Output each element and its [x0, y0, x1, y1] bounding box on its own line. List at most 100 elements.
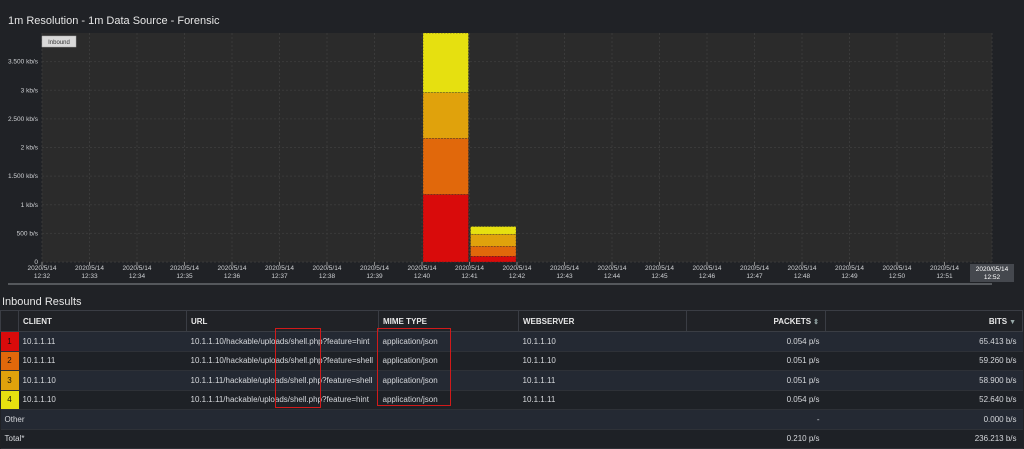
webserver-link[interactable]: 10.1.1.10: [518, 351, 687, 371]
packets-header-label: PACKETS: [773, 316, 812, 326]
table-row[interactable]: 2 10.1.1.11 10.1.1.10/hackable/uploads/s…: [0, 351, 1023, 371]
rank-badge: 2: [0, 351, 19, 371]
bar-segment: [422, 92, 469, 139]
bits-value: 65.413 b/s: [825, 331, 1023, 352]
table-header-row: CLIENT URL MIME TYPE WEBSERVER PACKETS ⇕ …: [0, 310, 1023, 332]
packets-value: 0.054 p/s: [686, 331, 826, 352]
chart-title: 1m Resolution - 1m Data Source - Forensi…: [8, 15, 220, 27]
y-tick-label: 1 kb/s: [21, 202, 39, 209]
rank-badge: 4: [0, 390, 19, 410]
x-tick-time-label: 12:48: [794, 273, 811, 280]
x-tick-date-label: 2020/5/14: [360, 265, 389, 272]
total-label: Total*: [0, 428, 687, 449]
y-tick-label: 500 b/s: [17, 230, 39, 237]
y-tick-label: 1.500 kb/s: [8, 173, 39, 180]
url-link[interactable]: 10.1.1.11/hackable/uploads/shell.php?fea…: [186, 390, 379, 410]
x-tick-date-label: 2020/5/14: [883, 265, 912, 272]
rank-badge: 1: [0, 331, 19, 352]
x-tick-time-label: 12:51: [936, 273, 953, 280]
x-tick-date-label: 2020/5/14: [170, 265, 199, 272]
x-tick-date-label: 2020/5/14: [598, 265, 627, 272]
other-label: Other: [0, 409, 687, 430]
total-packets-value: 0.210 p/s: [686, 428, 826, 449]
x-tick-time-label: 12:47: [746, 273, 763, 280]
client-link[interactable]: 10.1.1.11: [18, 331, 187, 352]
client-link[interactable]: 10.1.1.10: [18, 390, 187, 410]
webserver-link[interactable]: 10.1.1.11: [518, 390, 687, 410]
url-column-header[interactable]: URL: [186, 310, 379, 332]
bits-column-header[interactable]: BITS ▼: [825, 310, 1023, 332]
url-link[interactable]: 10.1.1.10/hackable/uploads/shell.php?fea…: [186, 331, 379, 352]
x-tick-time-label: 12:36: [224, 273, 241, 280]
x-tick-time-label: 12:49: [841, 273, 858, 280]
y-tick-label: 2.500 kb/s: [8, 116, 39, 123]
other-packets-value: -: [686, 409, 826, 430]
webserver-column-header[interactable]: WEBSERVER: [518, 310, 687, 332]
y-tick-label: 2 kb/s: [21, 145, 39, 152]
x-tick-date-label: 2020/5/14: [550, 265, 579, 272]
x-tick-time-label: 12:46: [699, 273, 716, 280]
x-tick-time-label: 12:40: [414, 273, 431, 280]
client-link[interactable]: 10.1.1.11: [18, 351, 187, 371]
inbound-results-table: CLIENT URL MIME TYPE WEBSERVER PACKETS ⇕ …: [0, 310, 1023, 449]
sort-both-icon[interactable]: ⇕: [813, 318, 819, 326]
y-tick-label: 3.500 kb/s: [8, 59, 39, 66]
traffic-chart: 0 500 b/s 1 kb/s 1.500 kb/s 2 kb/s 2.500 kb/s…: [8, 32, 1014, 285]
mime-type-link[interactable]: application/json: [378, 370, 519, 391]
legend-label: Inbound: [48, 40, 70, 46]
mime-type-link[interactable]: application/json: [378, 351, 519, 371]
y-tick-label: 0: [34, 259, 38, 266]
x-tick-date-label: 2020/5/14: [835, 265, 864, 272]
packets-column-header[interactable]: PACKETS ⇕: [686, 310, 826, 332]
x-tick-date-label: 2020/5/14: [123, 265, 152, 272]
bits-value: 52.640 b/s: [825, 390, 1023, 410]
sort-descending-icon[interactable]: ▼: [1009, 318, 1016, 326]
x-tick-time-label: 12:39: [366, 273, 383, 280]
x-tick-date-label: 2020/5/14: [28, 265, 57, 272]
bar-segment: [422, 194, 469, 263]
legend[interactable]: Inbound: [41, 35, 77, 48]
total-bits-value: 236.213 b/s: [825, 428, 1023, 449]
x-tick-time-label: 12:32: [34, 273, 51, 280]
table-row[interactable]: 1 10.1.1.11 10.1.1.10/hackable/uploads/s…: [0, 331, 1023, 352]
x-tick-date-label: 2020/5/14: [265, 265, 294, 272]
webserver-link[interactable]: 10.1.1.11: [518, 370, 687, 391]
table-row[interactable]: 3 10.1.1.10 10.1.1.11/hackable/uploads/s…: [0, 370, 1023, 391]
x-tick-date-label: 2020/5/14: [313, 265, 342, 272]
bits-value: 59.260 b/s: [825, 351, 1023, 371]
plot-area: [42, 33, 992, 262]
packets-value: 0.054 p/s: [686, 390, 826, 410]
total-row: Total* 0.210 p/s 236.213 b/s: [0, 428, 1023, 449]
mime-type-column-header[interactable]: MIME TYPE: [378, 310, 519, 332]
x-tick-date-label: 2020/5/14: [693, 265, 722, 272]
client-link[interactable]: 10.1.1.10: [18, 370, 187, 391]
mime-type-link[interactable]: application/json: [378, 390, 519, 410]
cursor-label-box: [970, 264, 1014, 282]
packets-value: 0.051 p/s: [686, 370, 826, 391]
x-tick-time-label: 12:37: [271, 273, 288, 280]
other-row: Other - 0.000 b/s: [0, 409, 1023, 430]
x-tick-time-label: 12:45: [651, 273, 668, 280]
x-tick-date-label: 2020/5/14: [218, 265, 247, 272]
x-tick-time-label: 12:41: [461, 273, 478, 280]
client-column-header[interactable]: CLIENT: [18, 310, 187, 332]
bar-segment: [422, 138, 469, 195]
x-tick-time-label: 12:43: [556, 273, 573, 280]
table-row[interactable]: 4 10.1.1.10 10.1.1.11/hackable/uploads/s…: [0, 390, 1023, 410]
x-tick-time-label: 12:50: [889, 273, 906, 280]
x-tick-date-label: 2020/5/14: [455, 265, 484, 272]
packets-value: 0.051 p/s: [686, 351, 826, 371]
url-link[interactable]: 10.1.1.11/hackable/uploads/shell.php?fea…: [186, 370, 379, 391]
x-tick-date-label: 2020/5/14: [408, 265, 437, 272]
webserver-link[interactable]: 10.1.1.10: [518, 331, 687, 352]
bits-header-label: BITS: [988, 316, 1008, 326]
x-tick-time-label: 12:42: [509, 273, 526, 280]
bar-segment: [470, 233, 517, 247]
url-link[interactable]: 10.1.1.10/hackable/uploads/shell.php?fea…: [186, 351, 379, 371]
y-tick-label: 3 kb/s: [21, 87, 39, 94]
cursor-date-label: 2020/05/14: [976, 266, 1009, 273]
rank-badge: 3: [0, 370, 19, 391]
x-tick-date-label: 2020/5/14: [788, 265, 817, 272]
mime-type-link[interactable]: application/json: [378, 331, 519, 352]
x-tick-time-label: 12:38: [319, 273, 336, 280]
